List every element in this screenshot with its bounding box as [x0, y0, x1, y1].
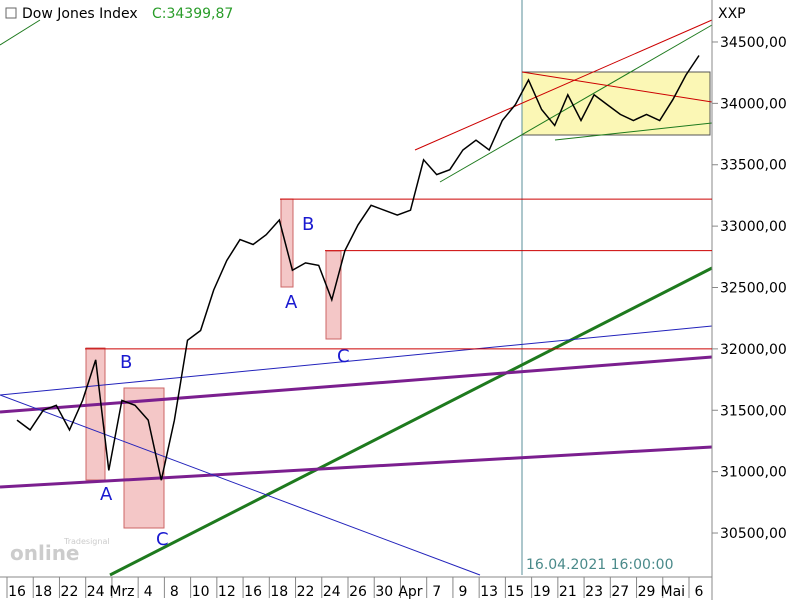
x-tick-label: 9 — [458, 584, 467, 600]
x-tick-label: 22 — [61, 584, 79, 600]
x-tick-label: 19 — [533, 584, 551, 600]
y-tick-label: 33000,00 — [720, 219, 787, 235]
trend-line — [0, 445, 713, 489]
x-tick-label: 16 — [8, 584, 26, 600]
x-tick-label: 7 — [432, 584, 441, 600]
trend-line — [554, 122, 713, 141]
wave-box — [280, 198, 294, 288]
price-line — [16, 55, 700, 481]
timestamp: 16.04.2021 16:00:00 — [526, 557, 674, 573]
x-tick-label: 27 — [611, 584, 629, 600]
x-tick-label: 29 — [638, 584, 656, 600]
x-tick-label: 10 — [192, 584, 210, 600]
y-tick-label: 30500,00 — [720, 526, 787, 542]
trend-line — [0, 355, 713, 414]
y-tick-label: 33500,00 — [720, 158, 787, 174]
chart-title: Dow Jones Index — [22, 6, 138, 22]
x-tick-label: 15 — [506, 584, 524, 600]
close-value: C:34399,87 — [152, 6, 233, 22]
x-tick-label: 24 — [323, 584, 341, 600]
x-tick-label: 12 — [218, 584, 236, 600]
x-tick-label: Mrz — [109, 584, 134, 600]
axis-label: XXP — [718, 6, 746, 22]
trend-line — [109, 266, 713, 577]
y-tick-label: 34500,00 — [720, 35, 787, 51]
y-tick-label: 31500,00 — [720, 403, 787, 419]
checkbox[interactable] — [5, 7, 17, 19]
x-tick-label: 8 — [170, 584, 179, 600]
x-tick-label: 16 — [244, 584, 262, 600]
x-tick-label: 24 — [87, 584, 105, 600]
y-tick-label: 32000,00 — [720, 342, 787, 358]
x-tick-label: 18 — [34, 584, 52, 600]
x-tick-label: 6 — [695, 584, 704, 600]
x-tick-label: 21 — [559, 584, 577, 600]
trend-line — [521, 71, 713, 103]
y-tick-label: 34000,00 — [720, 96, 787, 112]
trend-line — [414, 19, 713, 151]
wave-label: A — [100, 484, 113, 505]
y-tick-label: 32500,00 — [720, 281, 787, 297]
x-tick-label: 13 — [480, 584, 498, 600]
x-tick-label: 18 — [270, 584, 288, 600]
logo: online — [10, 541, 80, 565]
x-tick-label: 22 — [297, 584, 315, 600]
wave-box — [123, 387, 165, 529]
x-tick-label: 23 — [585, 584, 603, 600]
logo-small: Tradesignal — [63, 537, 110, 546]
x-tick-label: 26 — [349, 584, 367, 600]
y-tick-label: 31000,00 — [720, 465, 787, 481]
trend-line — [0, 394, 481, 576]
wave-label: A — [285, 292, 298, 313]
x-tick-label: Mai — [660, 584, 685, 600]
x-tick-label: 30 — [375, 584, 393, 600]
x-tick-label: Apr — [398, 584, 422, 600]
wave-label: B — [120, 352, 132, 373]
trend-line — [439, 24, 713, 183]
x-tick-label: 4 — [144, 584, 153, 600]
trend-line — [0, 325, 713, 396]
wave-label: C — [156, 529, 169, 550]
wave-label: B — [302, 214, 314, 235]
wave-box — [85, 347, 106, 481]
wave-label: C — [337, 346, 350, 367]
trend-line — [0, 19, 41, 46]
